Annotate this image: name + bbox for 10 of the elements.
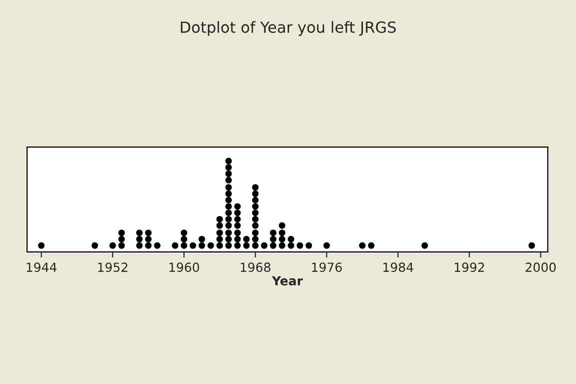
x-tick-label: 1976: [312, 262, 342, 272]
x-tick-label: 2000: [526, 262, 556, 272]
x-tick-label: 1992: [454, 262, 484, 272]
x-tick-label: 1944: [26, 262, 57, 272]
x-axis-title: Year: [272, 276, 303, 286]
x-tick-label: 1952: [98, 262, 128, 272]
x-tick-label: 1960: [169, 262, 200, 272]
x-tick-label: 1968: [240, 262, 270, 272]
chart-title: Dotplot of Year you left JRGS: [180, 21, 396, 36]
x-tick-label: 1984: [383, 262, 414, 272]
